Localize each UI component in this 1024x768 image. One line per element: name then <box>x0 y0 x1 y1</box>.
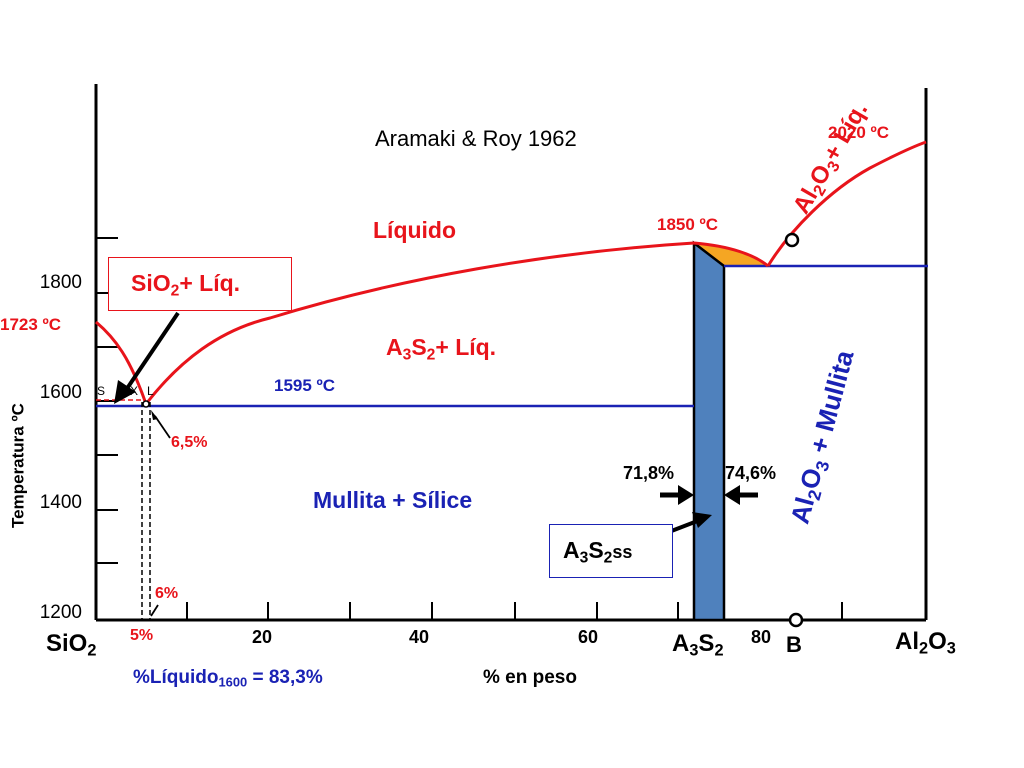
solid-solution-region <box>692 240 726 622</box>
region-a3s2-liq-b: S <box>411 334 427 360</box>
marker-circle-b <box>788 612 804 628</box>
y-tick-label: 1400 <box>39 492 82 513</box>
region-a3s2ss-c: ss <box>612 542 633 562</box>
region-sio2-liq-box <box>108 257 292 311</box>
region-a3s2ss-sub1: 3 <box>579 549 589 567</box>
component-sio2-base: SiO <box>46 630 88 657</box>
x-tick-label: 20 <box>252 627 273 647</box>
component-a3s2-a: A <box>672 630 690 657</box>
composition-ss-left: 71,8% <box>623 463 675 483</box>
liquid-fraction: %Líquido1600 = 83,3% <box>133 667 323 690</box>
region-a3s2-liq-a: A <box>386 334 403 360</box>
component-al2o3: Al2O3 <box>895 628 956 657</box>
y-axis-label: Temperatura ºC <box>8 403 28 528</box>
composition-ss-right: 74,6% <box>725 463 777 483</box>
component-sio2: SiO2 <box>46 630 96 659</box>
component-a3s2-b: S <box>698 630 715 657</box>
point-b-label: B <box>786 632 802 657</box>
region-a3s2-liq-sub1: 3 <box>402 346 412 364</box>
arrow-head-sio2-liq <box>114 380 136 404</box>
component-al2o3-sub2: 3 <box>946 639 956 658</box>
arrow-head-right-edge <box>724 485 740 505</box>
component-sio2-sub: 2 <box>87 641 97 660</box>
region-a3s2ss-a: A <box>563 537 580 563</box>
composition-eutectic: 6,5% <box>171 434 208 451</box>
liquid-fraction-a: %Líquido <box>133 667 219 688</box>
marker-circle-liquidus <box>784 232 800 248</box>
silica-liquidus <box>95 320 148 405</box>
x-tick-label: 40 <box>409 627 430 647</box>
x-tick-marks <box>186 602 843 620</box>
composition-point-s: 5% <box>130 627 154 644</box>
region-a3s2ss-box <box>549 524 673 578</box>
mullite-liquidus <box>144 241 769 405</box>
arrow-shaft-eutectic <box>154 415 171 439</box>
region-sio2-liq: SiO2+ Líq. <box>131 270 241 299</box>
region-a3s2ss-b: S <box>588 537 604 563</box>
y-tick-label: 1600 <box>39 382 82 403</box>
y-tick-label: 1800 <box>39 272 82 293</box>
component-al2o3-b: O <box>928 628 947 655</box>
component-al2o3-sub1: 2 <box>919 639 929 658</box>
component-a3s2: A3S2 <box>672 630 724 659</box>
region-a3s2-liq-c: + Líq. <box>435 334 497 360</box>
liquid-fraction-sub: 1600 <box>218 674 248 690</box>
y-tick-marks <box>96 237 118 564</box>
temp-alumina-melt: 2020 ºC <box>828 123 890 142</box>
temp-sio2-melt: 1723 ºC <box>0 315 62 334</box>
region-a3s2-liq-sub2: 2 <box>426 346 436 364</box>
component-a3s2-sub2: 2 <box>714 641 724 660</box>
temp-eutectic: 1595 ºC <box>274 376 336 395</box>
y-tick-label: 1200 <box>39 602 82 623</box>
component-a3s2-sub1: 3 <box>689 641 699 660</box>
x-tick-label: 80 <box>751 627 772 647</box>
lever-point-l: L <box>147 384 154 398</box>
temp-mullite-melt: 1850 ºC <box>657 215 719 234</box>
x-axis-label: % en peso <box>483 667 577 688</box>
liquid-fraction-b: = 83,3% <box>247 667 323 688</box>
arrow-shaft-six <box>150 604 159 617</box>
region-mullite-silica: Mullita + Sílice <box>313 487 473 513</box>
region-liquid: Líquido <box>373 217 457 243</box>
lever-point-s: S <box>97 384 106 398</box>
mullite-liquid-region <box>694 243 768 266</box>
arrow-head-left-edge <box>678 485 694 505</box>
region-a3s2ss-sub2: 2 <box>603 549 613 567</box>
composition-point-x: 6% <box>155 585 179 602</box>
region-sio2-liq-a: SiO <box>131 270 171 296</box>
region-sio2-liq-b: + Líq. <box>179 270 241 296</box>
region-a3s2ss: A3S2ss <box>563 537 633 566</box>
lever-point-x: X <box>130 384 139 398</box>
source-label: Aramaki & Roy 1962 <box>375 126 577 151</box>
region-sio2-liq-sub: 2 <box>170 282 180 300</box>
x-tick-label: 60 <box>578 627 599 647</box>
region-a3s2-liq: A3S2+ Líq. <box>386 334 497 363</box>
marker-circle-eutectic <box>142 400 150 408</box>
arrow-head-ss <box>692 512 712 528</box>
arrow-shaft-sio2-liq <box>124 311 180 392</box>
component-al2o3-a: Al <box>895 628 919 655</box>
arrow-head-eutectic <box>151 410 158 420</box>
